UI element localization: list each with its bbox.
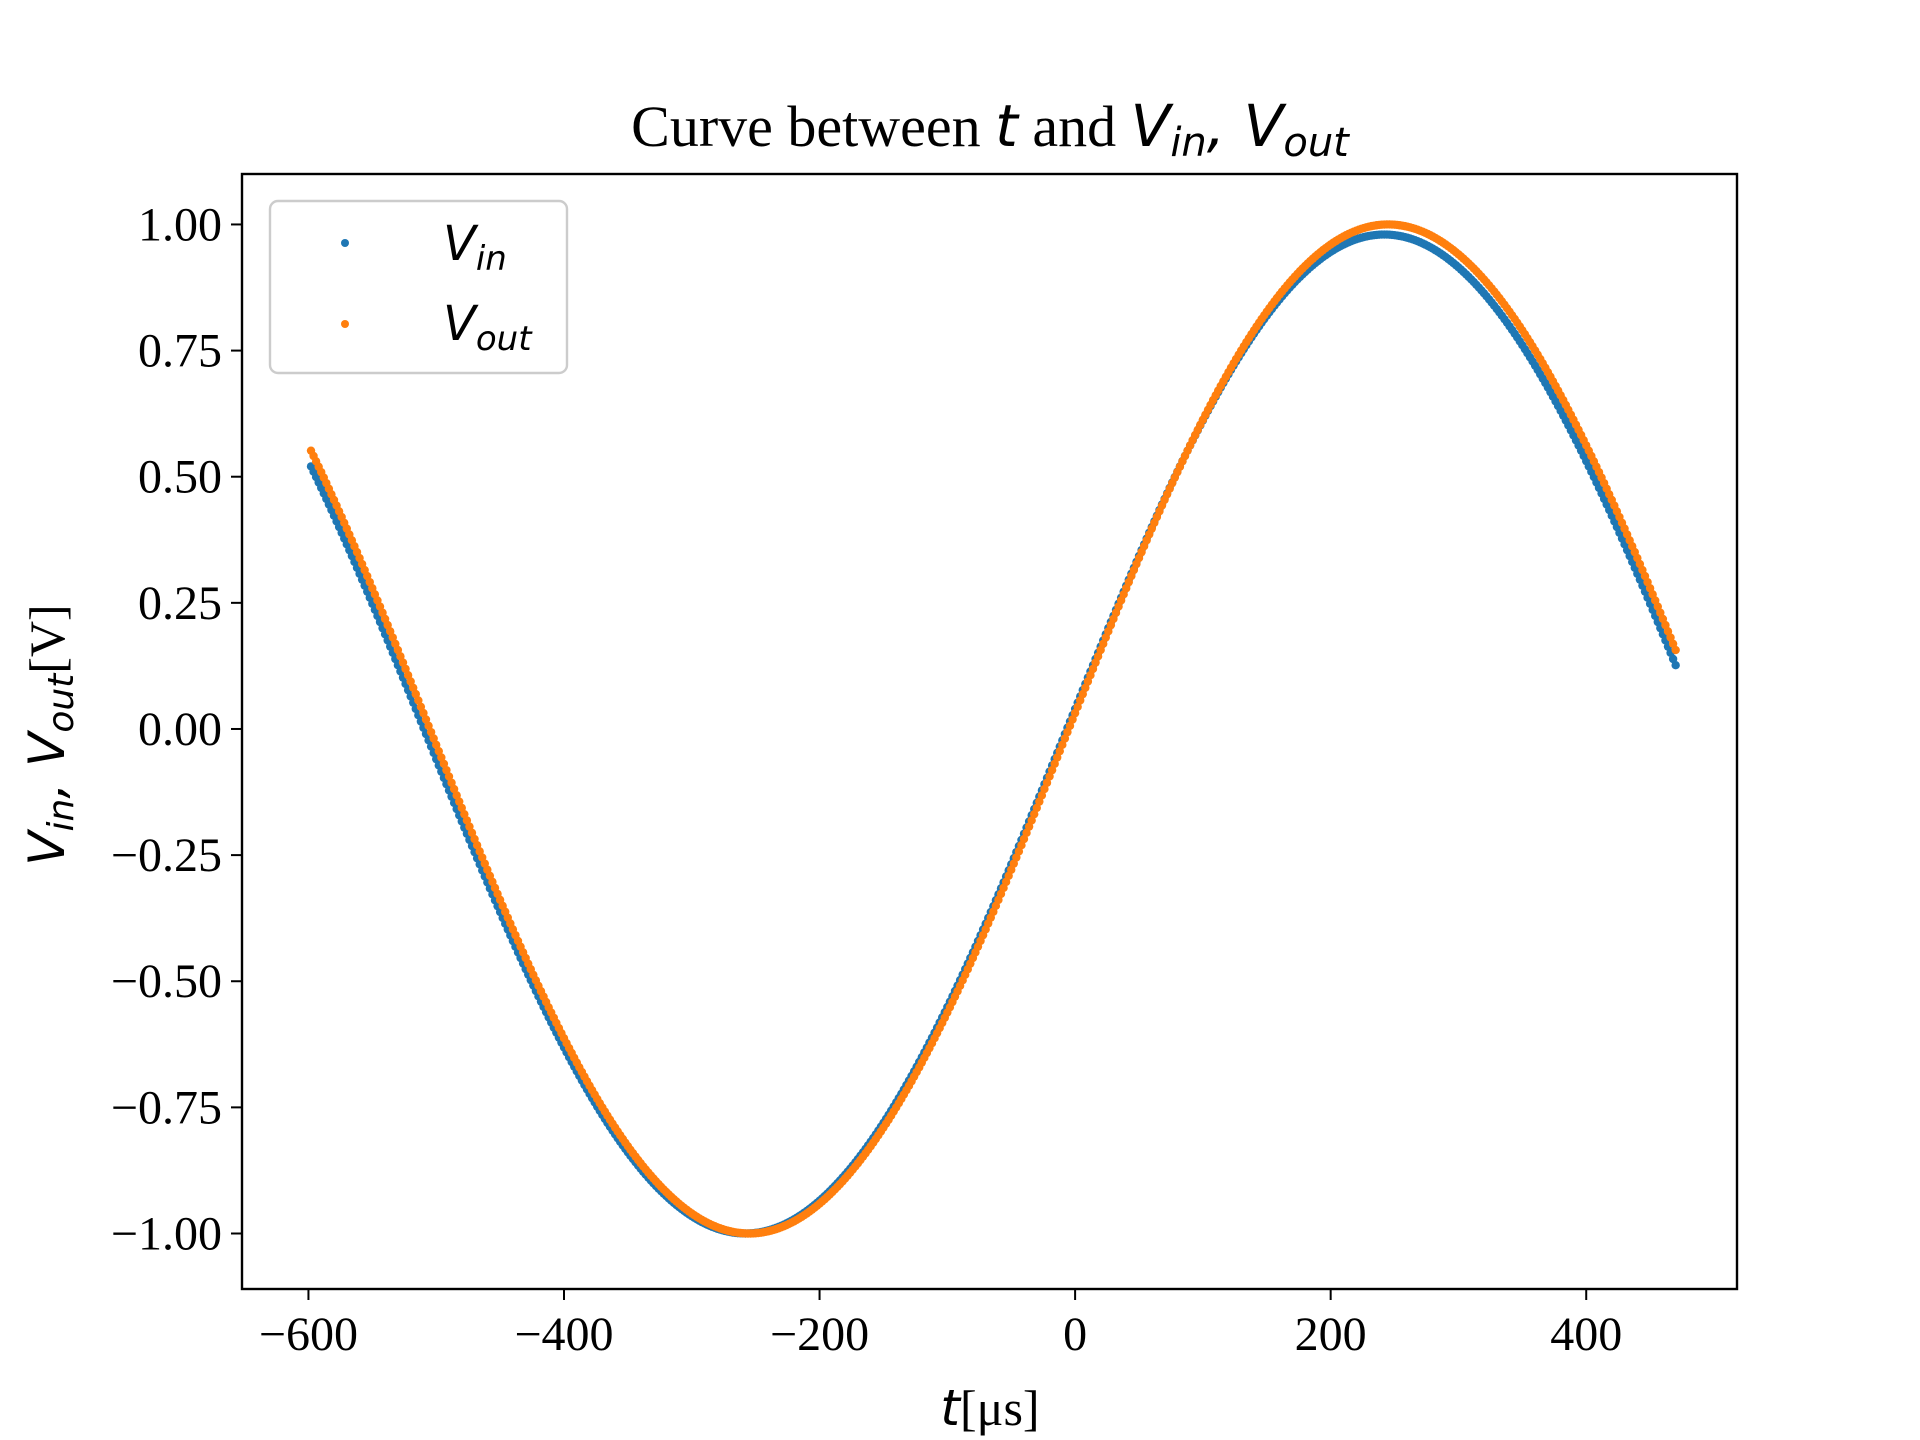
x-axis-label: t[μs] [940, 1379, 1039, 1437]
data-point [414, 696, 423, 705]
title-t: t [995, 92, 1020, 160]
y-label-vout-sub: out [41, 672, 82, 733]
y-tick-label: 0.25 [138, 577, 222, 630]
x-axis-ticks: −600 −400 −200 0 200 400 [259, 1289, 1622, 1361]
x-tick-label: 0 [1063, 1308, 1087, 1361]
series-vout [306, 220, 1680, 1238]
y-tick-label: −1.00 [111, 1208, 222, 1261]
legend-marker-vin [341, 239, 349, 247]
title-vin-main: V [1131, 92, 1175, 160]
data-point [401, 664, 410, 674]
x-tick-label: 200 [1295, 1308, 1367, 1361]
data-point [1035, 797, 1044, 806]
data-point [1060, 734, 1070, 743]
data-point [1073, 702, 1082, 711]
data-point [396, 652, 405, 661]
legend-vout-main: V [443, 296, 479, 352]
title-vout-main: V [1244, 92, 1288, 160]
data-point [439, 759, 449, 769]
x-axis-label-main: t [940, 1379, 962, 1437]
data-point [1671, 645, 1680, 655]
data-point [1078, 689, 1087, 699]
data-point [452, 791, 461, 800]
x-tick-label: −600 [259, 1308, 358, 1361]
data-point [1058, 740, 1067, 750]
y-axis-label: Vin, Vout[V] [18, 604, 82, 865]
legend-label-vout: Vout [443, 296, 533, 359]
data-point [1671, 661, 1680, 670]
data-point [1070, 708, 1080, 718]
legend-vin-sub: in [476, 239, 507, 279]
axes-frame [240, 172, 1739, 1291]
data-point [1055, 746, 1064, 756]
data-point [1081, 683, 1090, 693]
y-label-comma: , [18, 767, 76, 799]
legend-marker-vout [341, 320, 349, 328]
legend-label-vin: Vin [443, 216, 507, 279]
data-point [409, 683, 418, 693]
data-point [444, 772, 454, 781]
data-point [1050, 759, 1059, 769]
data-point [432, 740, 441, 750]
plot-area [306, 220, 1680, 1238]
data-point [403, 670, 413, 680]
data-point [421, 715, 431, 724]
data-point [411, 689, 420, 699]
data-point [419, 708, 428, 718]
y-tick-label: 1.00 [138, 198, 222, 251]
data-point [1042, 778, 1052, 787]
data-point [1091, 658, 1100, 667]
data-point [1086, 670, 1095, 680]
x-tick-label: −400 [514, 1308, 613, 1361]
legend-vin-main: V [443, 216, 479, 272]
data-point [398, 658, 408, 667]
data-point [1076, 696, 1085, 705]
chart-title: Curve between t and Vin, Vout [631, 92, 1350, 166]
data-point [434, 746, 443, 756]
data-point [437, 753, 446, 762]
y-label-vout-main: V [18, 729, 76, 767]
y-axis-ticks: 1.00 0.75 0.50 0.25 0.00 −0.25 −0.50 −0.75 −1.00 [111, 198, 242, 1261]
title-vin-sub: in [1170, 120, 1206, 166]
data-point [447, 778, 456, 787]
series-vin [306, 230, 1680, 1238]
data-point [1088, 664, 1098, 674]
y-tick-label: −0.50 [111, 955, 222, 1008]
y-tick-label: 0.00 [138, 703, 222, 756]
y-tick-label: −0.25 [111, 829, 222, 882]
y-label-vin-main: V [18, 828, 76, 866]
title-prefix: Curve between [631, 94, 995, 159]
y-tick-label: 0.50 [138, 451, 222, 504]
legend-vout-sub: out [476, 319, 533, 359]
title-vout-sub: out [1283, 120, 1350, 166]
data-point [449, 784, 459, 794]
title-mid: and [1018, 94, 1131, 159]
data-point [416, 702, 426, 711]
data-point [1063, 727, 1072, 737]
data-point [424, 721, 433, 731]
y-label-vin-sub: in [41, 799, 82, 832]
y-tick-label: 0.75 [138, 325, 222, 378]
data-point [1068, 715, 1077, 724]
x-axis-label-unit: [μs] [960, 1380, 1040, 1436]
data-point [1065, 721, 1075, 731]
y-tick-label: −0.75 [111, 1081, 222, 1134]
legend: Vin Vout [268, 199, 569, 375]
data-point [442, 765, 451, 775]
x-tick-label: −200 [770, 1308, 869, 1361]
data-point [1045, 772, 1054, 781]
data-point [426, 727, 436, 737]
y-label-unit: [V] [19, 604, 75, 673]
x-tick-label: 400 [1550, 1308, 1622, 1361]
data-point [1037, 791, 1047, 800]
data-point [1053, 753, 1062, 762]
data-point [1083, 677, 1093, 686]
data-point [429, 734, 438, 743]
data-point [1040, 784, 1049, 794]
data-point [1047, 765, 1057, 775]
data-point [406, 677, 415, 686]
title-comma: , [1207, 92, 1244, 160]
